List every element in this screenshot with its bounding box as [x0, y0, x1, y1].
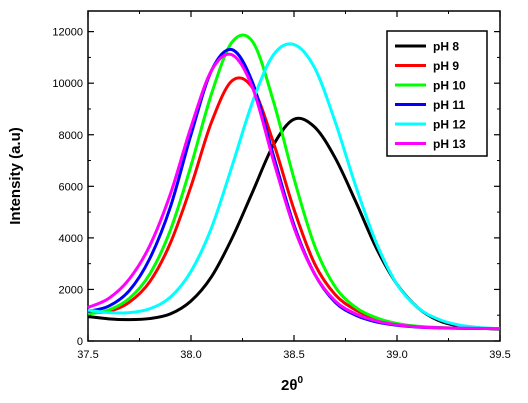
y-tick-label: 10000: [52, 78, 83, 90]
legend-label-ph-11: pH 11: [433, 98, 465, 112]
y-tick-label: 8000: [59, 130, 83, 142]
x-axis-title-base: 2θ: [281, 377, 297, 394]
x-tick-label: 37.5: [77, 349, 98, 361]
legend-label-ph-13: pH 13: [433, 137, 466, 151]
y-tick-label: 4000: [59, 233, 83, 245]
x-axis-title: 2θ0: [281, 375, 303, 394]
y-tick-label: 2000: [59, 284, 83, 296]
y-axis-title: Intensity (a.u): [7, 127, 24, 225]
y-tick-label: 6000: [59, 181, 83, 193]
y-tick-label: 0: [77, 336, 83, 348]
legend-label-ph-12: pH 12: [433, 118, 466, 132]
x-axis-title-superscript: 0: [297, 375, 303, 386]
x-axis: 37.5 38.0 38.5 39.0 39.5: [77, 11, 511, 361]
legend-items: pH 8 pH 9 pH 10 pH 11 pH 12 pH 13: [395, 40, 466, 151]
x-tick-label: 39.0: [386, 349, 407, 361]
series-line-ph-13: [87, 52, 501, 331]
legend-label-ph-9: pH 9: [433, 59, 459, 73]
plot-area: 37.5 38.0 38.5 39.0 39.5 0 2000 4000 6000 8000 10…: [52, 10, 511, 361]
x-tick-label: 39.5: [489, 349, 510, 361]
x-tick-label: 38.0: [180, 349, 201, 361]
legend-label-ph-10: pH 10: [433, 79, 466, 93]
y-axis: 0 2000 4000 6000 8000 10000 12000: [52, 27, 500, 348]
series-line-ph-12: [87, 42, 501, 331]
y-tick-label: 12000: [52, 27, 83, 39]
series-lines: [87, 33, 501, 331]
x-tick-label: 38.5: [283, 349, 304, 361]
legend-label-ph-8: pH 8: [433, 40, 459, 54]
legend-box: [386, 30, 488, 157]
legend: pH 8 pH 9 pH 10 pH 11 pH 12 pH 13: [386, 30, 488, 157]
